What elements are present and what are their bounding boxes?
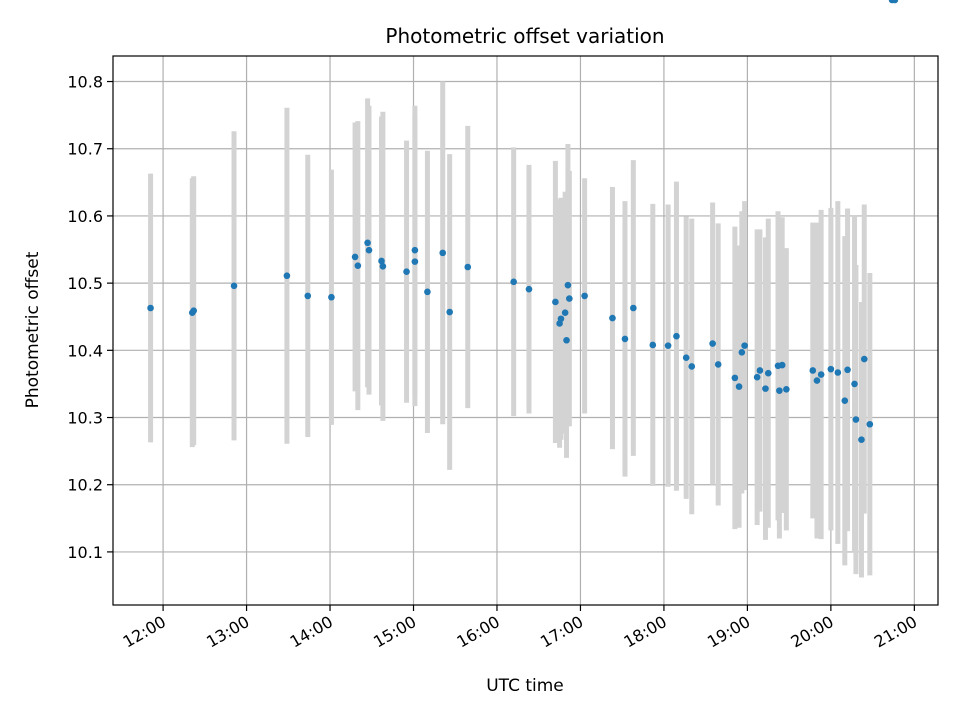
data-point [328, 293, 335, 301]
y-tick-label: 10.1 [67, 543, 103, 562]
point-layer [147, 0, 899, 443]
data-point [753, 373, 761, 381]
data-point [891, 0, 899, 4]
data-point [190, 307, 197, 314]
data-point [866, 420, 874, 428]
data-point [688, 363, 696, 370]
data-point [552, 298, 559, 306]
data-point [564, 281, 572, 289]
data-point [778, 361, 786, 369]
data-point [424, 288, 431, 296]
y-tick-label: 10.4 [67, 341, 103, 360]
y-tick-label: 10.6 [67, 207, 103, 226]
data-point [714, 361, 722, 368]
data-point [557, 315, 565, 323]
data-point [446, 308, 453, 316]
y-tick-label: 10.2 [67, 476, 103, 495]
data-point [783, 385, 790, 393]
data-point [756, 367, 764, 374]
data-point [841, 397, 849, 405]
data-point [735, 383, 743, 390]
data-point [464, 263, 472, 271]
data-point [365, 246, 373, 254]
data-point [809, 367, 817, 374]
data-point [709, 340, 716, 347]
data-point [852, 416, 860, 423]
data-point [762, 385, 769, 392]
data-point [364, 239, 371, 247]
data-point [147, 304, 154, 312]
data-point [403, 268, 410, 276]
y-tick-label: 10.7 [67, 140, 103, 159]
grid-layer [113, 56, 938, 605]
data-point [738, 349, 746, 356]
data-point [817, 371, 825, 378]
y-tick-label: 10.8 [67, 73, 103, 92]
data-point [827, 365, 835, 373]
y-tick-label: 10.5 [67, 274, 103, 293]
data-point [581, 292, 588, 300]
data-point [858, 436, 865, 443]
data-point [379, 263, 387, 270]
chart-title: Photometric offset variation [385, 24, 664, 48]
data-point [834, 369, 842, 376]
data-point [609, 314, 616, 322]
data-point [411, 246, 419, 254]
data-point [561, 309, 569, 316]
data-point [510, 278, 517, 286]
x-axis-title: UTC time [486, 676, 564, 696]
data-point [741, 342, 748, 349]
plot-frame [112, 55, 939, 606]
data-point [764, 369, 772, 377]
data-point [682, 354, 690, 362]
y-tick-label: 10.3 [67, 409, 103, 428]
data-point [566, 295, 573, 302]
data-point [351, 253, 359, 261]
data-point [283, 272, 291, 280]
y-axis-title: Photometric offset [23, 251, 43, 408]
data-point [439, 249, 447, 257]
data-point [649, 341, 657, 349]
data-point [411, 258, 419, 265]
data-point [378, 257, 385, 265]
data-point [664, 342, 672, 349]
data-point [304, 292, 312, 300]
data-point [851, 380, 858, 388]
data-point [354, 262, 362, 269]
data-point [563, 336, 570, 344]
data-point [630, 304, 637, 312]
data-point [813, 377, 821, 384]
data-point [844, 366, 851, 374]
data-point [230, 282, 238, 290]
data-point [525, 285, 533, 293]
data-point [673, 332, 680, 340]
data-point [731, 374, 739, 382]
data-point [776, 387, 783, 394]
data-point [621, 335, 629, 343]
data-point [860, 355, 868, 363]
